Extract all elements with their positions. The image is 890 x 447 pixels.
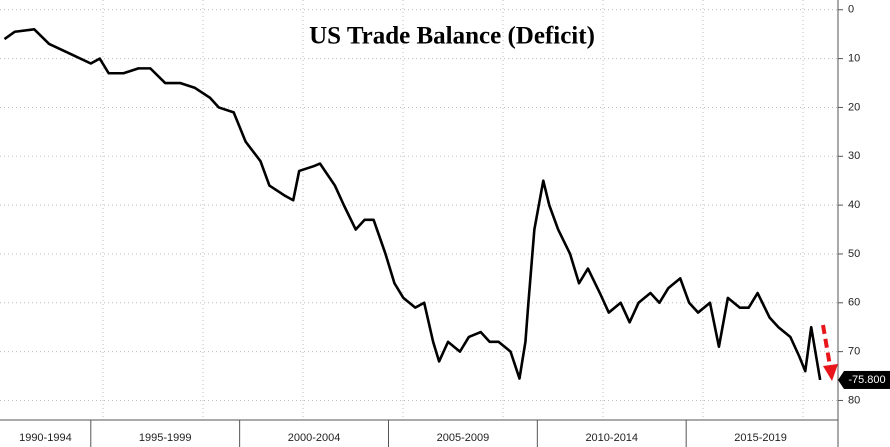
arrow-head	[823, 364, 838, 381]
x-tick-label: 2015-2019	[734, 432, 787, 444]
line-series	[3, 28, 822, 381]
y-tick-label: 80	[848, 394, 860, 406]
annotation-label: -75.800	[848, 374, 885, 386]
y-tick-label: 20	[848, 101, 860, 113]
y-tick-label: 30	[848, 150, 860, 162]
y-tick-label: 70	[848, 346, 860, 358]
x-tick-label: 2010-2014	[585, 432, 638, 444]
annotation-box	[844, 370, 890, 389]
x-tick-label: 1990-1994	[19, 432, 72, 444]
arrow-shaft	[821, 324, 832, 367]
y-tick-label: 40	[848, 199, 860, 211]
y-tick-label: 0	[848, 4, 854, 16]
y-tick-label: 50	[848, 248, 860, 260]
chart-title: US Trade Balance (Deficit)	[309, 23, 595, 50]
x-tick-label: 2000-2004	[288, 432, 341, 444]
x-tick-label: 1995-1999	[139, 432, 192, 444]
x-tick-label: 2005-2009	[437, 432, 490, 444]
y-tick-label: 60	[848, 297, 860, 309]
annotation-pointer	[838, 370, 844, 389]
y-tick-label: 10	[848, 53, 860, 65]
arrow	[821, 324, 838, 381]
